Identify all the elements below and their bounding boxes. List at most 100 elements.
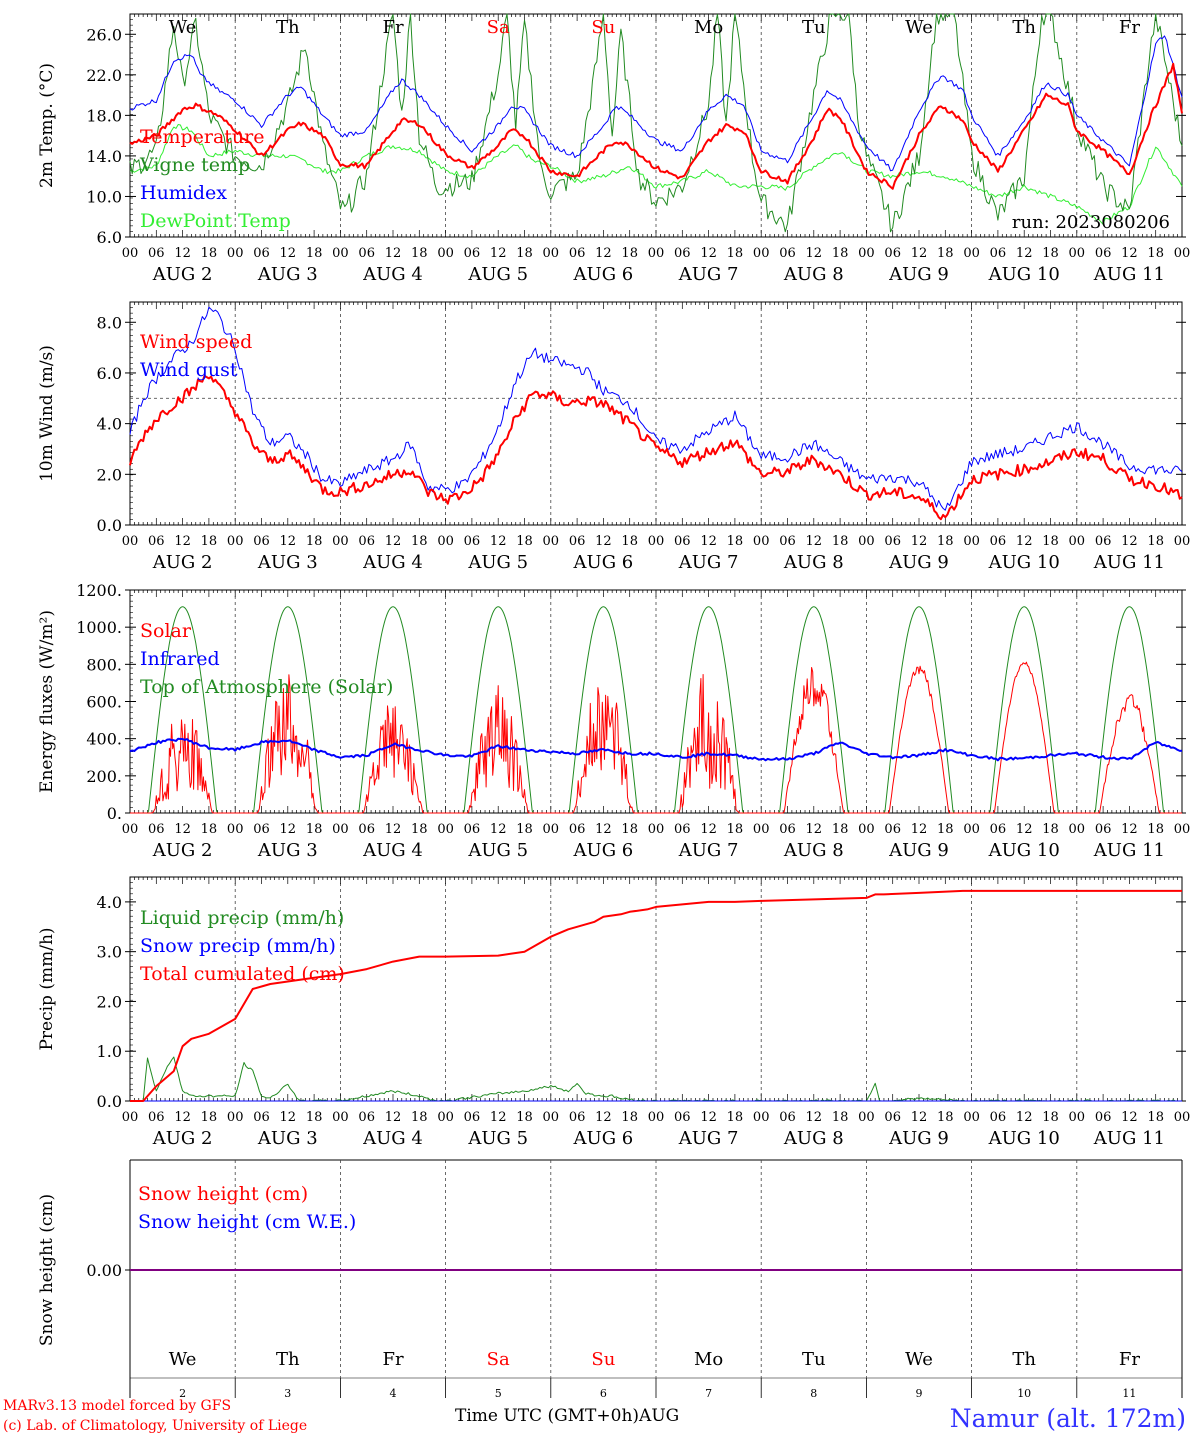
- energy-ytick-label: 800.: [86, 655, 122, 674]
- wind-hour-label: 06: [569, 534, 586, 549]
- snow-ytick-label: 0.00: [86, 1261, 122, 1280]
- snow-ylabel: Snow height (cm): [37, 1194, 57, 1346]
- station-name: Namur (alt. 172m): [949, 1404, 1186, 1433]
- energy-hour-label: 12: [806, 822, 823, 837]
- precip-hour-label: 18: [1147, 1110, 1164, 1125]
- energy-hour-label: 06: [253, 822, 270, 837]
- temperature-date-label: AUG 11: [1093, 264, 1165, 285]
- temperature-weekday-label: Tu: [802, 17, 826, 38]
- temperature-hour-label: 12: [595, 246, 612, 261]
- precip-legend-total-cumulated-cm-: Total cumulated (cm): [140, 963, 345, 985]
- precip-date-label: AUG 5: [467, 1128, 528, 1149]
- precip-hour-label: 00: [122, 1110, 139, 1125]
- day-number-label: 4: [390, 1387, 397, 1400]
- energy-hour-label: 06: [148, 822, 165, 837]
- energy-hour-label: 00: [963, 822, 980, 837]
- precip-hour-label: 00: [1069, 1110, 1086, 1125]
- wind-hour-label: 06: [358, 534, 375, 549]
- wind-hour-label: 00: [963, 534, 980, 549]
- wind-hour-label: 06: [464, 534, 481, 549]
- temperature-hour-label: 06: [358, 246, 375, 261]
- temperature-weekday-label: We: [905, 17, 933, 38]
- temperature-hour-label: 18: [937, 246, 954, 261]
- energy-hour-label: 00: [543, 822, 560, 837]
- precip-hour-label: 00: [1174, 1110, 1191, 1125]
- wind-hour-label: 06: [990, 534, 1007, 549]
- temperature-hour-label: 06: [148, 246, 165, 261]
- temperature-weekday-label: Fr: [1119, 17, 1140, 38]
- energy-hour-label: 06: [884, 822, 901, 837]
- temperature-ytick-label: 26.0: [86, 25, 122, 44]
- wind-hour-label: 06: [253, 534, 270, 549]
- wind-hour-label: 18: [1147, 534, 1164, 549]
- energy-date-label: AUG 4: [362, 840, 423, 861]
- energy-frame: [129, 589, 1183, 814]
- energy-hour-label: 00: [1174, 822, 1191, 837]
- precip-hour-label: 06: [779, 1110, 796, 1125]
- precip-ylabel: Precip (mm/h): [37, 927, 57, 1050]
- temperature-date-label: AUG 6: [573, 264, 634, 285]
- temperature-hour-label: 06: [569, 246, 586, 261]
- energy-hour-label: 00: [648, 822, 665, 837]
- precip-hour-label: 00: [437, 1110, 454, 1125]
- temperature-series-humidex: [129, 35, 1183, 172]
- precip-legend-liquid-precip-mm-h-: Liquid precip (mm/h): [140, 907, 344, 929]
- energy-date-label: AUG 5: [467, 840, 528, 861]
- precip-date-label: AUG 2: [152, 1128, 213, 1149]
- temperature-hour-label: 00: [963, 246, 980, 261]
- temperature-ytick-label: 18.0: [86, 106, 122, 125]
- precip-hour-label: 06: [148, 1110, 165, 1125]
- wind-hour-label: 00: [1174, 534, 1191, 549]
- energy-hour-label: 12: [280, 822, 297, 837]
- wind-legend-wind-gust: Wind gust: [140, 359, 238, 381]
- credit-model-line: MARv3.13 model forced by GFS: [3, 1398, 232, 1414]
- wind-date-label: AUG 4: [362, 552, 423, 573]
- wind-hour-label: 18: [727, 534, 744, 549]
- precip-hour-label: 18: [937, 1110, 954, 1125]
- wind-ytick-label: 0.0: [97, 516, 122, 535]
- day-number-label: 8: [810, 1387, 817, 1400]
- precip-hour-label: 18: [1042, 1110, 1059, 1125]
- temperature-hour-label: 00: [437, 246, 454, 261]
- wind-hour-label: 00: [648, 534, 665, 549]
- precip-hour-label: 06: [569, 1110, 586, 1125]
- precip-hour-label: 06: [990, 1110, 1007, 1125]
- temperature-date-label: AUG 3: [257, 264, 318, 285]
- day-number-label: 9: [916, 1387, 923, 1400]
- energy-hour-label: 18: [516, 822, 533, 837]
- day-number-label: 11: [1122, 1387, 1136, 1400]
- day-number-label: 7: [705, 1387, 712, 1400]
- run-label: run: 2023080206: [1012, 212, 1170, 233]
- precip-date-label: AUG 8: [783, 1128, 844, 1149]
- energy-hour-label: 12: [700, 822, 717, 837]
- wind-hour-label: 12: [174, 534, 191, 549]
- energy-hour-label: 12: [490, 822, 507, 837]
- wind-hour-label: 12: [595, 534, 612, 549]
- temperature-hour-label: 06: [990, 246, 1007, 261]
- wind-hour-label: 00: [437, 534, 454, 549]
- energy-panel: 0. 200. 400. 600. 800. 1000. 1200. Energy fluxe…: [37, 581, 1190, 861]
- precip-hour-label: 00: [332, 1110, 349, 1125]
- energy-ytick-label: 400.: [86, 730, 122, 749]
- energy-date-label: AUG 8: [783, 840, 844, 861]
- precip-hour-label: 12: [490, 1110, 507, 1125]
- temperature-hour-label: 06: [779, 246, 796, 261]
- precip-hour-label: 18: [621, 1110, 638, 1125]
- temperature-hour-label: 00: [227, 246, 244, 261]
- wind-hour-label: 12: [490, 534, 507, 549]
- energy-series-solar: [130, 661, 1182, 814]
- energy-hour-label: 12: [1121, 822, 1138, 837]
- wind-hour-label: 12: [1016, 534, 1033, 549]
- precip-date-label: AUG 6: [573, 1128, 634, 1149]
- wind-date-label: AUG 6: [573, 552, 634, 573]
- energy-hour-label: 12: [385, 822, 402, 837]
- temperature-hour-label: 18: [516, 246, 533, 261]
- precip-date-label: AUG 10: [988, 1128, 1060, 1149]
- wind-hour-label: 18: [411, 534, 428, 549]
- precip-hour-label: 12: [1016, 1110, 1033, 1125]
- temperature-hour-label: 00: [753, 246, 770, 261]
- temperature-hour-label: 00: [543, 246, 560, 261]
- precip-hour-label: 06: [884, 1110, 901, 1125]
- precip-hour-label: 12: [174, 1110, 191, 1125]
